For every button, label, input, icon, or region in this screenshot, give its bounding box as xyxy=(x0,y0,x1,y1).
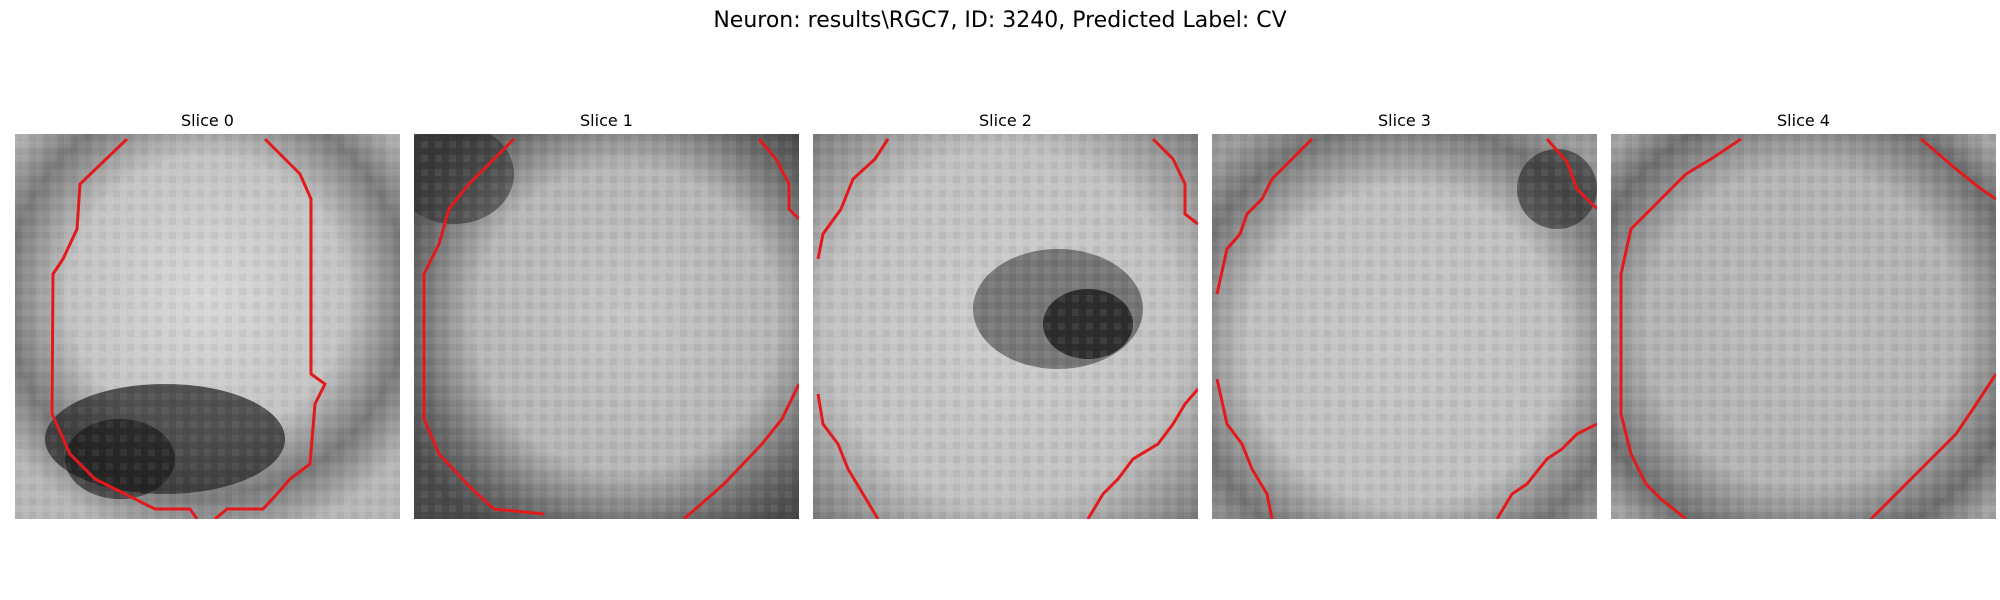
slice-image xyxy=(15,134,400,519)
contour-line xyxy=(1920,137,1996,201)
slice-title: Slice 1 xyxy=(580,111,633,130)
contour-line xyxy=(422,137,545,516)
contour-line xyxy=(1151,137,1198,226)
contour-line xyxy=(1869,373,1996,519)
contour-line xyxy=(816,138,890,260)
contour-line xyxy=(1215,378,1274,519)
contour-line xyxy=(683,383,799,519)
contour-line xyxy=(1545,138,1597,211)
contour-line xyxy=(1215,137,1314,295)
contour-line xyxy=(816,393,880,519)
slice-title: Slice 2 xyxy=(979,111,1032,130)
contour-line xyxy=(214,137,327,519)
slice-image xyxy=(1212,134,1597,519)
contour-line xyxy=(1619,137,1742,519)
slice-panel-3: Slice 3 xyxy=(1212,108,1597,519)
contour-line xyxy=(1086,388,1198,519)
slice-panel-2: Slice 2 xyxy=(813,108,1198,519)
slice-panel-0: Slice 0 xyxy=(15,108,400,519)
slice-panel-4: Slice 4 xyxy=(1611,108,1996,519)
slice-image xyxy=(813,134,1198,519)
figure-title: Neuron: results\RGC7, ID: 3240, Predicte… xyxy=(713,8,1287,33)
slice-image xyxy=(414,134,799,519)
slice-title: Slice 0 xyxy=(181,111,234,130)
slice-image xyxy=(1611,134,1996,519)
slice-title: Slice 3 xyxy=(1378,111,1431,130)
contour-line xyxy=(1495,422,1597,519)
contour-line xyxy=(50,137,199,519)
contour-line xyxy=(757,138,799,221)
slice-panel-1: Slice 1 xyxy=(414,108,799,519)
slice-title: Slice 4 xyxy=(1777,111,1830,130)
